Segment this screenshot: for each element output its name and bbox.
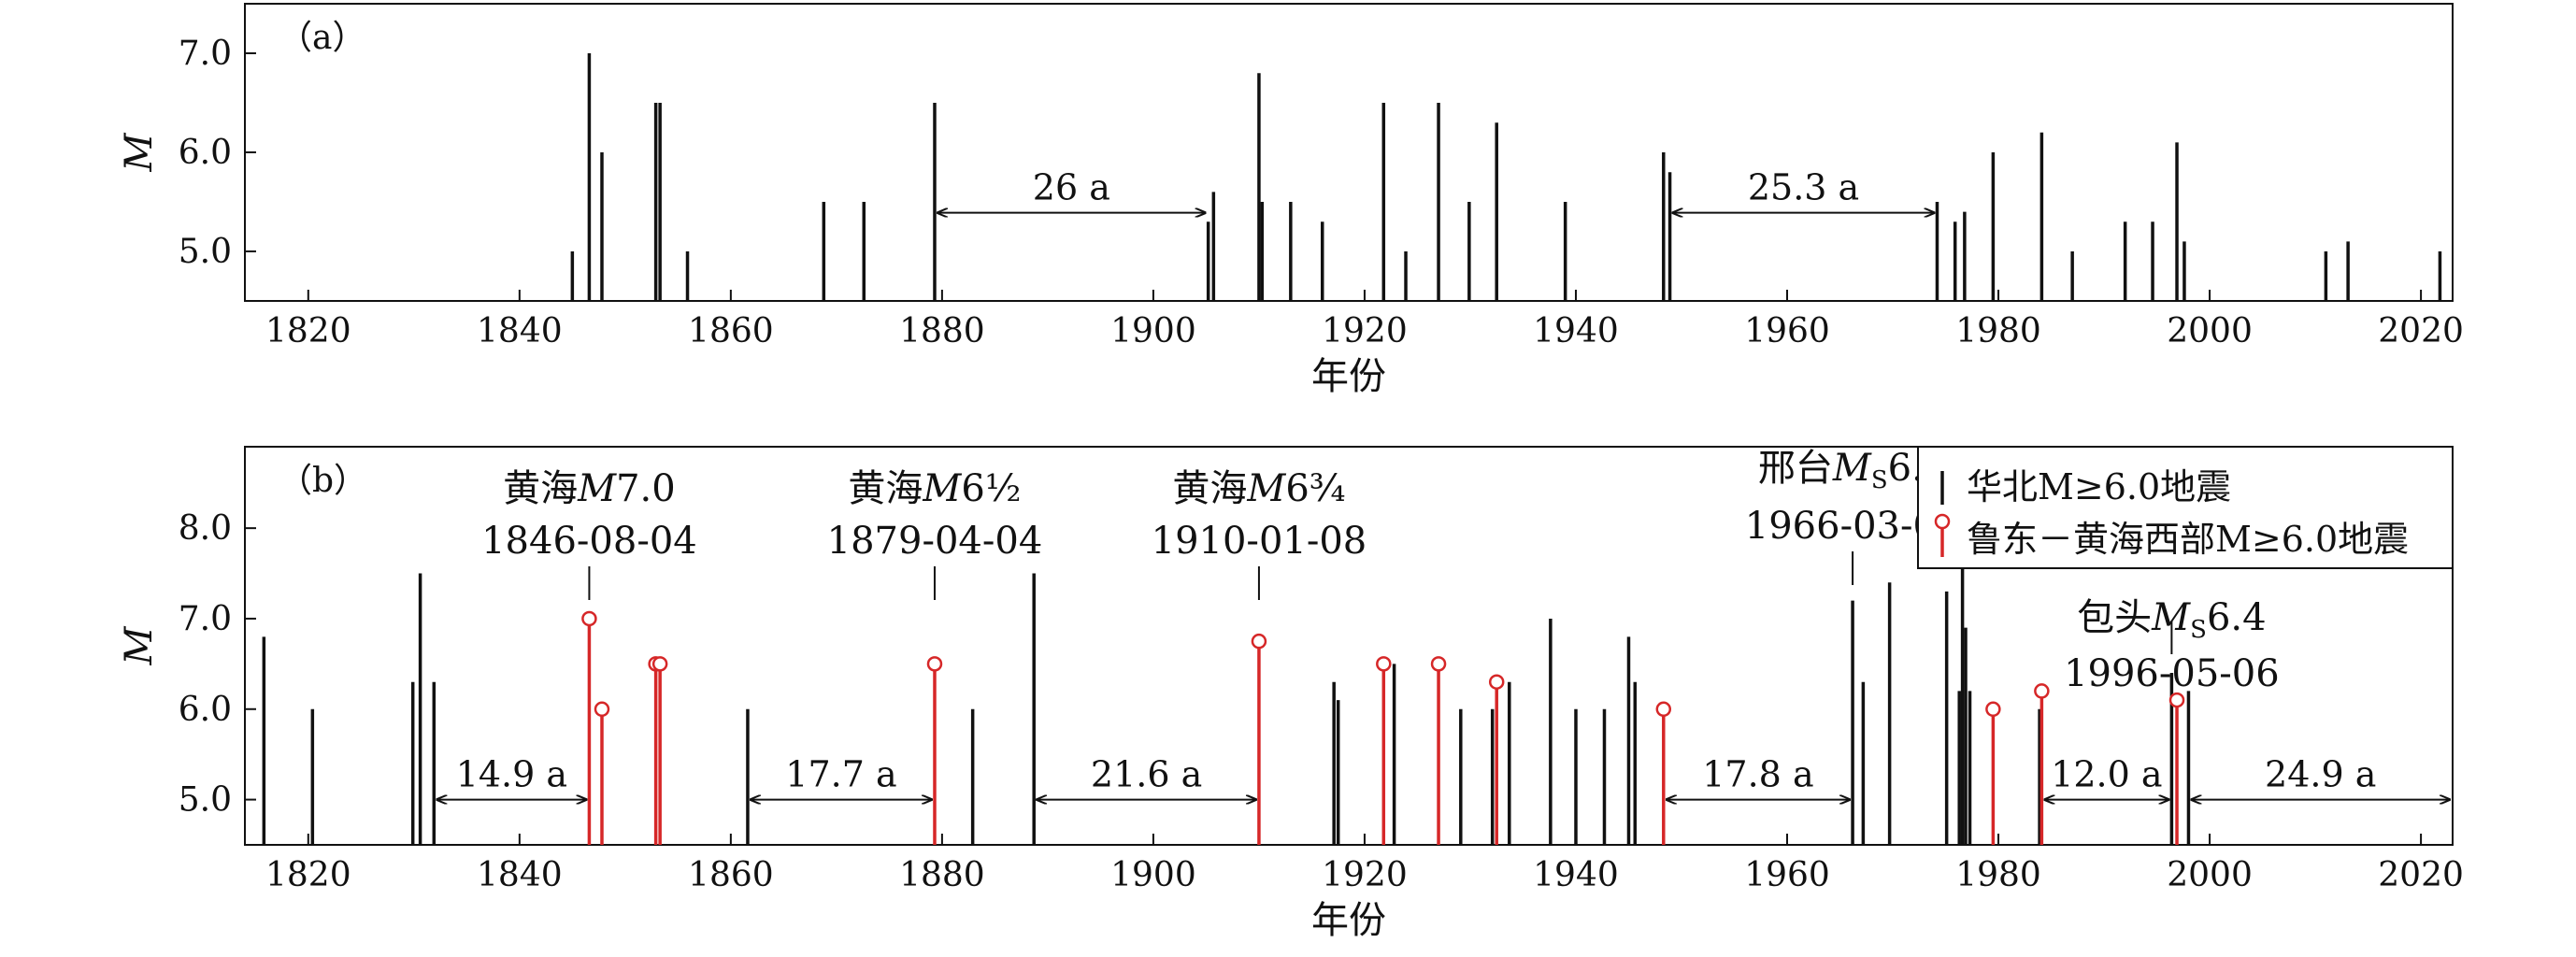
annotation-mag-sub: S: [2190, 616, 2207, 644]
x-tick-label: 1860: [688, 856, 774, 894]
luxi-event-marker: [1376, 656, 1392, 672]
panel-label: （b）: [279, 462, 367, 500]
annotation-mag-value: 6½: [961, 467, 1021, 510]
annotation-title: 黄海M7.0: [503, 467, 676, 510]
legend-luxi-marker: [1934, 513, 1951, 530]
annotation-place: 黄海: [503, 467, 578, 510]
interval-label: 12.0 a: [2051, 754, 2162, 795]
luxi-event-marker: [2168, 692, 2185, 708]
annotation-mag-value: 6.4: [2207, 596, 2267, 639]
y-tick-label: 7.0: [179, 35, 232, 73]
y-axis-title: M: [118, 625, 161, 665]
plot-frame: [244, 446, 2454, 846]
annotation-place: 黄海: [1172, 467, 1247, 510]
interval-label: 21.6 a: [1091, 754, 1202, 795]
annotation-mag-symbol: M: [1246, 467, 1286, 510]
annotation-place: 包头: [2077, 596, 2152, 639]
annotation-title: 黄海M6½: [848, 467, 1021, 510]
x-tick-label: 1860: [688, 312, 774, 350]
annotation-mag-value: 6¾: [1285, 467, 1345, 510]
x-tick-label: 1920: [1322, 312, 1408, 350]
luxi-event-marker: [2034, 683, 2050, 699]
annotation-mag-symbol: M: [1832, 447, 1872, 490]
x-tick-label: 1980: [1955, 856, 2041, 894]
x-tick-label: 2020: [2378, 312, 2464, 350]
x-tick-label: 1880: [899, 856, 985, 894]
x-tick-label: 2000: [2167, 312, 2253, 350]
x-tick-label: 1880: [899, 312, 985, 350]
annotation-mag-value: 7.0: [616, 467, 676, 510]
y-tick-label: 8.0: [179, 509, 232, 548]
annotation-place: 邢台: [1758, 447, 1833, 490]
x-tick-label: 1820: [265, 856, 351, 894]
y-tick-label: 7.0: [179, 600, 232, 638]
annotation-date: 1996-05-06: [2064, 652, 2280, 695]
luxi-event-marker: [1251, 633, 1267, 650]
interval-label: 17.7 a: [785, 754, 896, 795]
annotation-place: 黄海: [848, 467, 923, 510]
x-tick-label: 1900: [1110, 312, 1196, 350]
annotation-mag-symbol: M: [577, 467, 617, 510]
y-tick-label: 5.0: [179, 781, 232, 820]
panel-b-chart: 1820 1840 1860 1880 1900 1920 1940 1960 1980 2000…: [118, 446, 2464, 942]
luxi-event-marker: [1985, 701, 2001, 718]
x-tick-label: 1900: [1110, 856, 1196, 894]
y-tick-label: 6.0: [179, 691, 232, 729]
luxi-event-marker: [1430, 656, 1447, 672]
interval-label: 17.8 a: [1702, 754, 1813, 795]
annotation-mag-sub: S: [1871, 466, 1888, 494]
legend-box: [1917, 446, 2454, 569]
y-tick-label: 5.0: [179, 233, 232, 271]
annotation-date: 1879-04-04: [827, 520, 1043, 563]
interval-label: 25.3 a: [1748, 167, 1859, 208]
luxi-event-marker: [1655, 701, 1672, 718]
luxi-event-marker: [594, 701, 610, 718]
legend-luxi-label: 鲁东－黄海西部M≥6.0地震: [1967, 519, 2409, 560]
x-tick-label: 1960: [1744, 856, 1830, 894]
x-tick-label: 2000: [2167, 856, 2253, 894]
x-tick-label: 2020: [2378, 856, 2464, 894]
x-tick-label: 1920: [1322, 856, 1408, 894]
x-tick-label: 1820: [265, 312, 351, 350]
interval-label: 24.9 a: [2265, 754, 2376, 795]
interval-label: 14.9 a: [456, 754, 567, 795]
x-tick-label: 1980: [1955, 312, 2041, 350]
luxi-event-marker: [926, 656, 943, 672]
panel-a-chart: 1820 1840 1860 1880 1900 1920 1940 1960 1980 2000…: [118, 3, 2464, 398]
legend-north-china-label: 华北M≥6.0地震: [1967, 466, 2231, 507]
x-axis-title: 年份: [1311, 899, 1386, 942]
annotation-date: 1910-01-08: [1152, 520, 1367, 563]
luxi-event-marker: [651, 656, 668, 672]
x-tick-label: 1940: [1533, 856, 1619, 894]
annotation-mag-symbol: M: [922, 467, 962, 510]
x-tick-label: 1940: [1533, 312, 1619, 350]
annotation-title: 包头MS6.4: [2077, 596, 2266, 644]
x-tick-label: 1840: [477, 312, 563, 350]
x-axis-title: 年份: [1311, 355, 1386, 398]
plot-frame: [244, 3, 2454, 302]
y-tick-label: 6.0: [179, 134, 232, 172]
x-tick-label: 1840: [477, 856, 563, 894]
x-tick-label: 1960: [1744, 312, 1830, 350]
luxi-event-marker: [581, 610, 597, 627]
interval-label: 26 a: [1033, 167, 1110, 208]
panel-label: （a）: [279, 19, 365, 57]
annotation-title: 黄海M6¾: [1172, 467, 1345, 510]
y-axis-title: M: [118, 132, 161, 172]
luxi-event-marker: [1488, 674, 1505, 690]
annotation-date: 1846-08-04: [481, 520, 697, 563]
